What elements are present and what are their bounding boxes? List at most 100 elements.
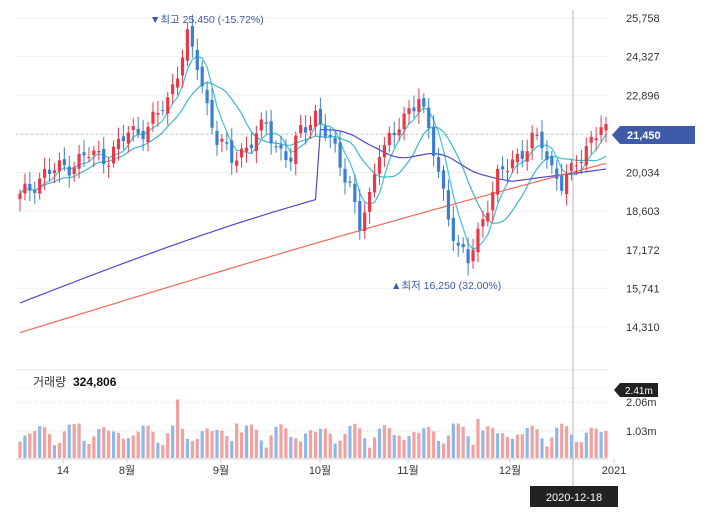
volume-bar bbox=[382, 425, 387, 458]
candle-body bbox=[599, 127, 603, 136]
candle-body bbox=[18, 193, 22, 200]
candle-body bbox=[47, 169, 52, 174]
volume-bar bbox=[264, 447, 268, 458]
candle-body bbox=[323, 125, 327, 137]
volume-bar bbox=[111, 431, 116, 458]
volume-bar bbox=[422, 428, 426, 458]
candle-body bbox=[441, 170, 446, 189]
volume-bar bbox=[107, 430, 111, 458]
candle-body bbox=[146, 126, 150, 142]
volume-bar bbox=[584, 432, 588, 458]
volume-bar bbox=[82, 440, 86, 458]
volume-bar bbox=[372, 437, 377, 458]
volume-bar bbox=[210, 431, 214, 458]
candle-body bbox=[195, 49, 199, 70]
volume-bar bbox=[249, 424, 254, 458]
candle-body bbox=[589, 136, 593, 143]
candle-body bbox=[33, 190, 37, 194]
volume-bar bbox=[530, 425, 534, 458]
candle-body bbox=[156, 113, 160, 115]
candle-body bbox=[515, 153, 519, 163]
candle-body bbox=[38, 178, 42, 194]
volume-bar bbox=[146, 425, 150, 458]
moving-averages bbox=[19, 55, 607, 334]
volume-bar bbox=[318, 428, 322, 458]
candle-body bbox=[594, 138, 598, 141]
volume-bar bbox=[545, 446, 549, 458]
candle-body bbox=[190, 26, 194, 47]
current-price-label: 21,450 bbox=[627, 130, 661, 142]
candle-body bbox=[254, 133, 258, 152]
volume-bar bbox=[387, 427, 391, 458]
candle-body bbox=[402, 113, 406, 130]
volume-bar bbox=[333, 443, 337, 458]
volume-bar bbox=[461, 427, 465, 458]
high-annotation: ▼최고 25,450 (-15.72%) bbox=[150, 14, 264, 26]
volume-bar bbox=[269, 435, 273, 458]
volume-bar bbox=[151, 431, 155, 458]
candle-body bbox=[175, 78, 180, 88]
low-annotation: ▲최저 16,250 (32.00%) bbox=[391, 280, 501, 292]
volume-bar bbox=[441, 443, 446, 458]
volume-bar bbox=[397, 435, 401, 458]
candle-body bbox=[461, 243, 465, 248]
volume-bar bbox=[92, 436, 96, 458]
candle-body bbox=[343, 168, 347, 183]
candle-body bbox=[244, 147, 249, 152]
price-tick-label: 17,172 bbox=[626, 245, 660, 257]
volume-bar bbox=[328, 433, 332, 458]
candle-body bbox=[249, 144, 254, 149]
candle-body bbox=[210, 99, 214, 128]
volume-bar bbox=[417, 432, 421, 458]
candle-body bbox=[555, 168, 559, 179]
volume-bar bbox=[560, 423, 564, 458]
x-tick-label: 10월 bbox=[309, 464, 331, 477]
volume-bar bbox=[407, 436, 411, 458]
volume-bar bbox=[500, 433, 505, 458]
candle-body bbox=[545, 151, 549, 160]
candle-body bbox=[185, 29, 190, 61]
candle-body bbox=[565, 174, 569, 195]
candle-body bbox=[476, 228, 480, 253]
volume-bar bbox=[353, 423, 357, 458]
ma-line-long bbox=[19, 128, 607, 304]
volume-bar bbox=[230, 440, 234, 458]
volume-current-label: 2.41m bbox=[625, 386, 653, 397]
candle-body bbox=[171, 84, 175, 95]
candle-body bbox=[560, 175, 564, 191]
candle-body bbox=[318, 108, 322, 124]
volume-bar bbox=[589, 427, 593, 458]
volume-bar bbox=[456, 423, 460, 458]
volume-bar bbox=[254, 429, 258, 458]
candle-body bbox=[264, 122, 268, 124]
candle-body bbox=[604, 124, 608, 131]
volume-bar bbox=[323, 428, 327, 458]
volume-bar bbox=[274, 426, 278, 458]
candle-body bbox=[308, 124, 313, 131]
candle-body bbox=[530, 132, 534, 149]
volume-bar bbox=[43, 427, 47, 458]
volume-value: 324,806 bbox=[73, 375, 117, 389]
candle-body bbox=[338, 142, 342, 168]
candle-body bbox=[471, 250, 475, 262]
candle-body bbox=[215, 130, 219, 145]
candle-body bbox=[466, 249, 470, 264]
volume-bar bbox=[496, 433, 500, 458]
volume-bar bbox=[294, 438, 298, 458]
candle-body bbox=[313, 110, 318, 127]
volume-bar bbox=[205, 428, 209, 458]
volume-bar bbox=[87, 444, 91, 458]
candle-body bbox=[417, 99, 421, 112]
volume-tick-label: 1.03m bbox=[626, 426, 657, 438]
volume-bar bbox=[604, 430, 608, 458]
volume-bar bbox=[377, 428, 382, 458]
volume-bar bbox=[510, 438, 515, 458]
candle-body bbox=[392, 132, 396, 136]
volume-bar bbox=[161, 445, 165, 458]
candle-body bbox=[67, 166, 71, 176]
volume-bar bbox=[33, 430, 37, 458]
candle-body bbox=[304, 127, 308, 133]
candle-body bbox=[427, 107, 431, 129]
